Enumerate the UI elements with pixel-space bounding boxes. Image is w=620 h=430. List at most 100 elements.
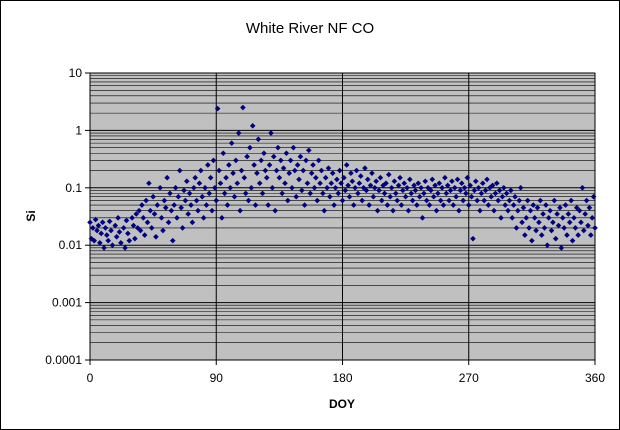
data-point <box>498 215 504 221</box>
data-point <box>408 190 415 197</box>
data-point <box>116 229 123 235</box>
data-point <box>182 197 189 204</box>
data-point <box>583 197 590 204</box>
data-point <box>223 174 229 181</box>
data-point <box>148 225 155 231</box>
data-point <box>373 178 379 185</box>
data-point <box>391 178 398 185</box>
data-point <box>435 190 441 197</box>
data-point <box>482 187 489 194</box>
data-point <box>456 207 462 214</box>
data-point <box>132 235 138 242</box>
data-point <box>477 207 483 214</box>
data-point <box>537 197 544 204</box>
data-point <box>398 202 405 208</box>
data-point <box>122 245 128 251</box>
data-point <box>479 180 486 187</box>
data-point <box>338 180 344 187</box>
data-point <box>363 187 370 194</box>
data-point <box>220 150 227 157</box>
data-point <box>186 190 193 197</box>
data-point <box>317 180 323 187</box>
data-point <box>164 174 170 181</box>
data-point <box>102 225 109 231</box>
data-point <box>442 174 448 181</box>
data-point <box>228 140 235 146</box>
data-point <box>345 182 351 189</box>
data-point <box>378 197 385 204</box>
data-point <box>244 153 250 160</box>
data-point <box>423 197 430 204</box>
data-point <box>564 232 570 238</box>
data-point <box>115 215 121 221</box>
data-point <box>245 197 252 204</box>
data-point <box>276 174 283 181</box>
data-point <box>272 207 278 214</box>
data-point <box>428 187 434 194</box>
data-point <box>370 193 377 200</box>
data-point <box>590 193 597 200</box>
data-point <box>92 216 99 223</box>
data-point <box>165 219 172 226</box>
data-point <box>313 174 319 181</box>
data-point <box>444 182 451 189</box>
data-point <box>458 180 465 187</box>
data-point <box>158 215 165 221</box>
data-point <box>321 207 328 214</box>
data-point <box>332 185 339 191</box>
data-point <box>520 204 527 211</box>
data-point <box>219 215 225 221</box>
data-point <box>465 202 472 208</box>
data-point <box>279 190 285 197</box>
data-point <box>296 176 302 183</box>
data-point <box>289 185 295 191</box>
data-point <box>104 232 110 238</box>
data-point <box>206 190 213 197</box>
data-point <box>161 197 168 204</box>
data-point <box>540 211 546 217</box>
data-point <box>401 180 408 187</box>
data-point <box>443 190 450 197</box>
data-point <box>167 190 173 197</box>
data-point <box>188 202 194 208</box>
data-point <box>130 222 137 229</box>
data-point <box>488 193 494 200</box>
data-point <box>106 218 113 225</box>
data-point <box>359 197 365 204</box>
data-point <box>501 185 507 191</box>
data-point <box>301 202 308 208</box>
data-point <box>568 197 574 204</box>
data-point <box>172 185 179 191</box>
data-point <box>475 185 482 191</box>
data-point <box>303 157 309 164</box>
data-point <box>331 202 337 208</box>
data-point <box>348 170 354 176</box>
data-point <box>196 180 203 187</box>
data-point <box>118 240 124 246</box>
data-point <box>334 176 340 183</box>
data-point <box>200 215 207 221</box>
data-point <box>418 185 424 191</box>
data-point <box>433 207 440 214</box>
data-point <box>205 162 211 168</box>
data-point <box>300 167 307 174</box>
data-point <box>355 190 361 197</box>
data-point <box>176 167 183 174</box>
data-point <box>168 207 175 214</box>
x-tick-label: 360 <box>585 371 605 385</box>
data-point <box>209 207 215 214</box>
data-point <box>343 162 350 168</box>
data-point <box>450 202 457 208</box>
data-point <box>139 202 145 208</box>
data-point <box>134 225 141 231</box>
data-point <box>468 193 475 200</box>
data-point <box>290 144 297 151</box>
data-point <box>543 202 549 208</box>
y-tick-label: 0.001 <box>52 296 82 310</box>
data-point <box>94 227 100 234</box>
data-point <box>451 185 458 191</box>
data-point <box>390 207 396 214</box>
data-point <box>109 242 116 248</box>
data-point <box>381 190 388 197</box>
data-point <box>414 202 420 208</box>
